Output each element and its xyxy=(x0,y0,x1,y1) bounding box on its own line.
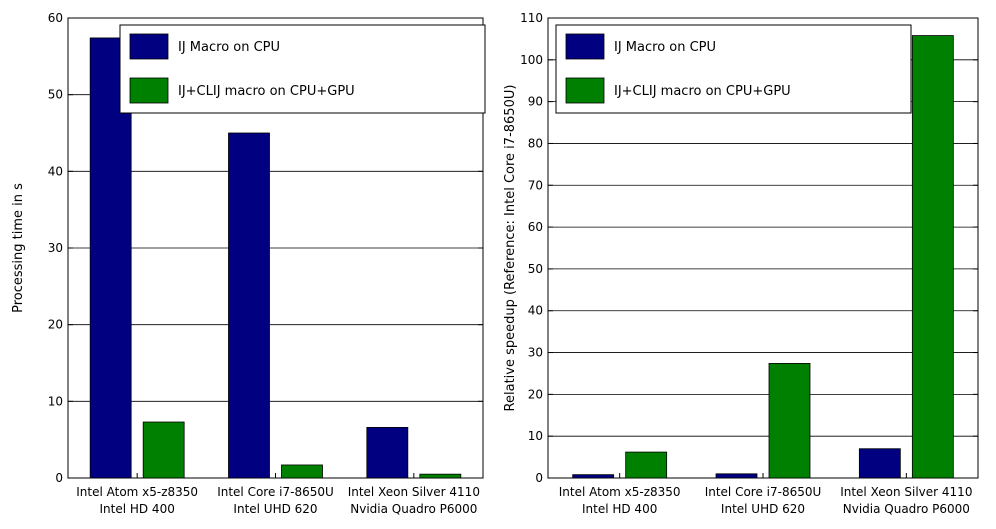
bar-cpu-1 xyxy=(572,474,615,479)
y-tick-label: 50 xyxy=(48,88,63,102)
y-tick-label: 20 xyxy=(48,318,63,332)
y-tick-label: 50 xyxy=(528,262,543,276)
legend-swatch xyxy=(565,77,605,104)
legend-label: IJ+CLIJ macro on CPU+GPU xyxy=(614,84,791,99)
y-tick-label: 110 xyxy=(520,11,543,25)
bar-cpu-2 xyxy=(228,132,270,479)
legend: IJ Macro on CPU IJ+CLIJ macro on CPU+GPU xyxy=(119,24,486,114)
x-tick-label: Intel HD 400 xyxy=(99,502,174,516)
y-tick-label: 30 xyxy=(528,346,543,360)
legend-box xyxy=(119,24,486,114)
legend-label: IJ Macro on CPU xyxy=(178,40,280,55)
y-tick-label: 90 xyxy=(528,95,543,109)
bar-gpu-2 xyxy=(281,464,323,479)
y-tick-label: 60 xyxy=(528,220,543,234)
bar-cpu-3 xyxy=(858,448,901,479)
y-tick-label: 80 xyxy=(528,136,543,150)
x-tick-label: Intel UHD 620 xyxy=(233,502,317,516)
y-tick-label: 30 xyxy=(48,241,63,255)
y-tick-label: 40 xyxy=(528,304,543,318)
y-tick-label: 70 xyxy=(528,178,543,192)
x-tick-label: Intel Core i7-8650U xyxy=(705,485,822,499)
x-tick-label: Intel Xeon Silver 4110 xyxy=(840,485,972,499)
legend: IJ Macro on CPU IJ+CLIJ macro on CPU+GPU xyxy=(555,24,912,114)
y-tick-label: 0 xyxy=(535,471,543,485)
x-tick-label: Intel Atom x5-z8350 xyxy=(559,485,681,499)
bar-gpu-3 xyxy=(911,35,954,479)
legend-label: IJ+CLIJ macro on CPU+GPU xyxy=(178,84,355,99)
y-tick-label: 20 xyxy=(528,387,543,401)
y-axis-label: Processing time in s xyxy=(11,183,26,313)
x-tick-label: Intel Core i7-8650U xyxy=(217,485,334,499)
bar-gpu-2 xyxy=(768,363,811,479)
bar-gpu-1 xyxy=(142,421,185,479)
y-tick-label: 10 xyxy=(528,429,543,443)
x-tick-label: Intel UHD 620 xyxy=(721,502,805,516)
x-tick-label: Intel HD 400 xyxy=(582,502,657,516)
chart-panel-2: 0 10 20 30 40 50 60 70 80 90 100 110 Intel Atom x5-z… xyxy=(503,11,979,516)
bar-gpu-1 xyxy=(625,451,668,479)
bar-cpu-3 xyxy=(366,426,409,479)
y-axis-label: Relative speedup (Reference: Intel Core … xyxy=(503,85,518,412)
x-tick-label: Nvidia Quadro P6000 xyxy=(350,502,477,516)
y-tick-label: 100 xyxy=(520,53,543,67)
bar-cpu-2 xyxy=(715,473,758,479)
legend-swatch xyxy=(129,77,169,104)
y-tick-label: 10 xyxy=(48,394,63,408)
bar-gpu-3 xyxy=(419,473,462,479)
legend-swatch xyxy=(565,33,605,60)
y-tick-label: 40 xyxy=(48,164,63,178)
y-tick-label: 0 xyxy=(55,471,63,485)
chart-panel-1: 0 10 20 30 40 50 60 Intel Atom x5-z8350 Intel HD… xyxy=(11,11,486,516)
x-tick-label: Intel Xeon Silver 4110 xyxy=(348,485,480,499)
legend-box xyxy=(555,24,912,114)
legend-label: IJ Macro on CPU xyxy=(614,40,716,55)
x-tick-label: Intel Atom x5-z8350 xyxy=(76,485,198,499)
y-tick-label: 60 xyxy=(48,11,63,25)
legend-swatch xyxy=(129,33,169,60)
x-tick-label: Nvidia Quadro P6000 xyxy=(843,502,970,516)
